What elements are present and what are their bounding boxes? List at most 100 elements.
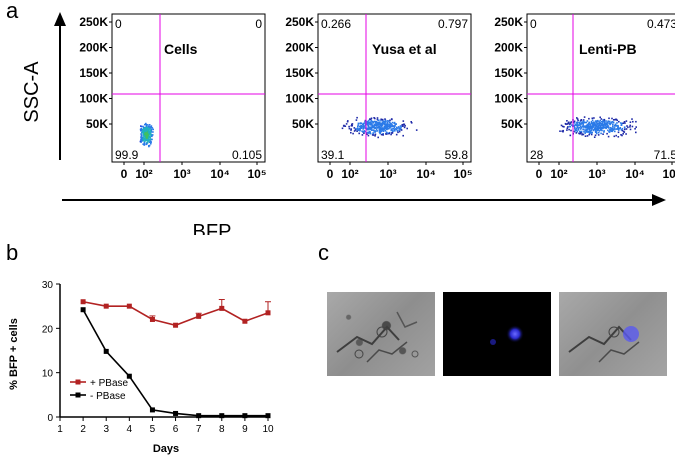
flow-event-dot — [597, 131, 600, 134]
legend-label: - PBase — [90, 391, 126, 402]
flow-event-dot — [374, 123, 376, 126]
flow-event-dot — [362, 126, 365, 128]
flow-event-dot — [379, 128, 381, 131]
flow-event-dot — [602, 124, 604, 127]
flow-event-dot — [146, 137, 148, 139]
flow-x-tick-label: 10⁴ — [416, 167, 435, 181]
flow-event-dot — [568, 122, 570, 125]
series-point — [196, 313, 202, 319]
flow-event-dot — [391, 132, 394, 134]
flow-event-dot — [367, 125, 370, 128]
flow-event-dot — [616, 119, 618, 122]
flow-event-dot — [620, 129, 623, 131]
panel-label-a: a — [6, 0, 19, 23]
flow-event-dot — [391, 118, 393, 121]
flow-event-dot — [376, 130, 378, 132]
flow-event-dot — [357, 125, 359, 128]
flow-event-dot — [591, 119, 594, 122]
quadrant-lower-right: 0.105 — [232, 148, 262, 162]
quadrant-lower-left: 39.1 — [321, 148, 345, 162]
series-point — [265, 413, 271, 419]
flow-event-dot — [366, 122, 369, 124]
flow-event-dot — [393, 126, 396, 129]
flow-event-dot — [140, 140, 143, 142]
flow-event-dot — [617, 136, 620, 138]
series-point — [126, 303, 132, 309]
flow-event-dot — [612, 123, 614, 126]
flow-event-dot — [147, 136, 150, 139]
flow-event-dot — [381, 118, 384, 121]
flow-event-dot — [580, 123, 582, 126]
flow-event-dot — [399, 128, 402, 130]
flow-event-dot — [602, 123, 605, 126]
quadrant-upper-left: 0.266 — [321, 17, 351, 31]
flow-event-dot — [566, 129, 568, 131]
flow-event-dot — [576, 130, 579, 133]
flow-event-dot — [149, 127, 152, 129]
flow-event-dot — [579, 133, 581, 135]
flow-event-dot — [586, 135, 589, 137]
flow-event-dot — [588, 123, 591, 125]
flow-event-dot — [368, 119, 370, 122]
flow-event-dot — [384, 122, 386, 124]
flow-event-dot — [582, 123, 584, 125]
flow-event-dot — [360, 122, 363, 125]
flow-event-dot — [574, 127, 576, 129]
flow-event-dot — [583, 131, 585, 133]
flow-event-dot — [403, 126, 406, 129]
flow-event-dot — [139, 140, 142, 143]
flow-event-dot — [380, 133, 383, 136]
merge-overlay — [568, 325, 640, 363]
flow-event-dot — [588, 129, 591, 131]
flow-event-dot — [584, 132, 586, 134]
flow-event-dot — [575, 132, 578, 134]
flow-event-dot — [580, 122, 582, 124]
flow-event-dot — [371, 121, 374, 123]
flow-event-dot — [366, 127, 368, 130]
flow-event-dot — [629, 124, 631, 127]
flow-event-dot — [611, 121, 613, 123]
flow-event-dot — [596, 122, 598, 125]
flow-y-tick-label: 200K — [285, 41, 314, 55]
flow-event-dot — [370, 124, 372, 126]
flow-event-dot — [146, 134, 149, 137]
flow-event-dot — [587, 130, 590, 133]
flow-event-dot — [367, 131, 369, 134]
flow-event-dot — [390, 123, 393, 125]
flow-event-dot — [607, 124, 609, 127]
flow-event-dot — [599, 124, 601, 127]
flow-event-dot — [380, 118, 382, 121]
series-point — [173, 322, 179, 328]
flow-event-dot — [374, 122, 377, 124]
flow-event-dot — [376, 127, 379, 129]
flow-event-dot — [625, 120, 628, 122]
series-point — [103, 348, 109, 354]
flow-event-dot — [147, 138, 149, 140]
flow-event-dot — [369, 128, 372, 130]
flow-event-dot — [600, 118, 603, 120]
flow-event-dot — [145, 126, 148, 129]
flow-event-dot — [356, 130, 358, 132]
flow-x-tick-label: 10⁵ — [663, 167, 675, 181]
flow-event-dot — [567, 126, 569, 128]
flow-event-dot — [381, 127, 384, 129]
flow-event-dot — [376, 117, 379, 119]
flow-event-dot — [609, 129, 611, 131]
flow-event-dot — [566, 120, 568, 122]
flow-event-dot — [632, 120, 634, 123]
flow-event-dot — [370, 126, 373, 129]
flow-event-dot — [603, 131, 605, 133]
flow-event-dot — [621, 129, 624, 132]
flow-event-dot — [385, 123, 388, 125]
flow-event-dot — [367, 128, 370, 131]
flow-event-dot — [370, 129, 373, 131]
flow-event-dot — [390, 128, 393, 131]
flow-event-dot — [614, 130, 616, 133]
flow-event-dot — [396, 127, 399, 129]
flow-event-dot — [378, 123, 380, 125]
flow-event-dot — [396, 129, 399, 132]
flow-event-dot — [378, 126, 381, 128]
flow-event-dot — [624, 122, 626, 124]
fluorescence-image — [443, 292, 551, 376]
flow-event-dot — [383, 126, 386, 128]
